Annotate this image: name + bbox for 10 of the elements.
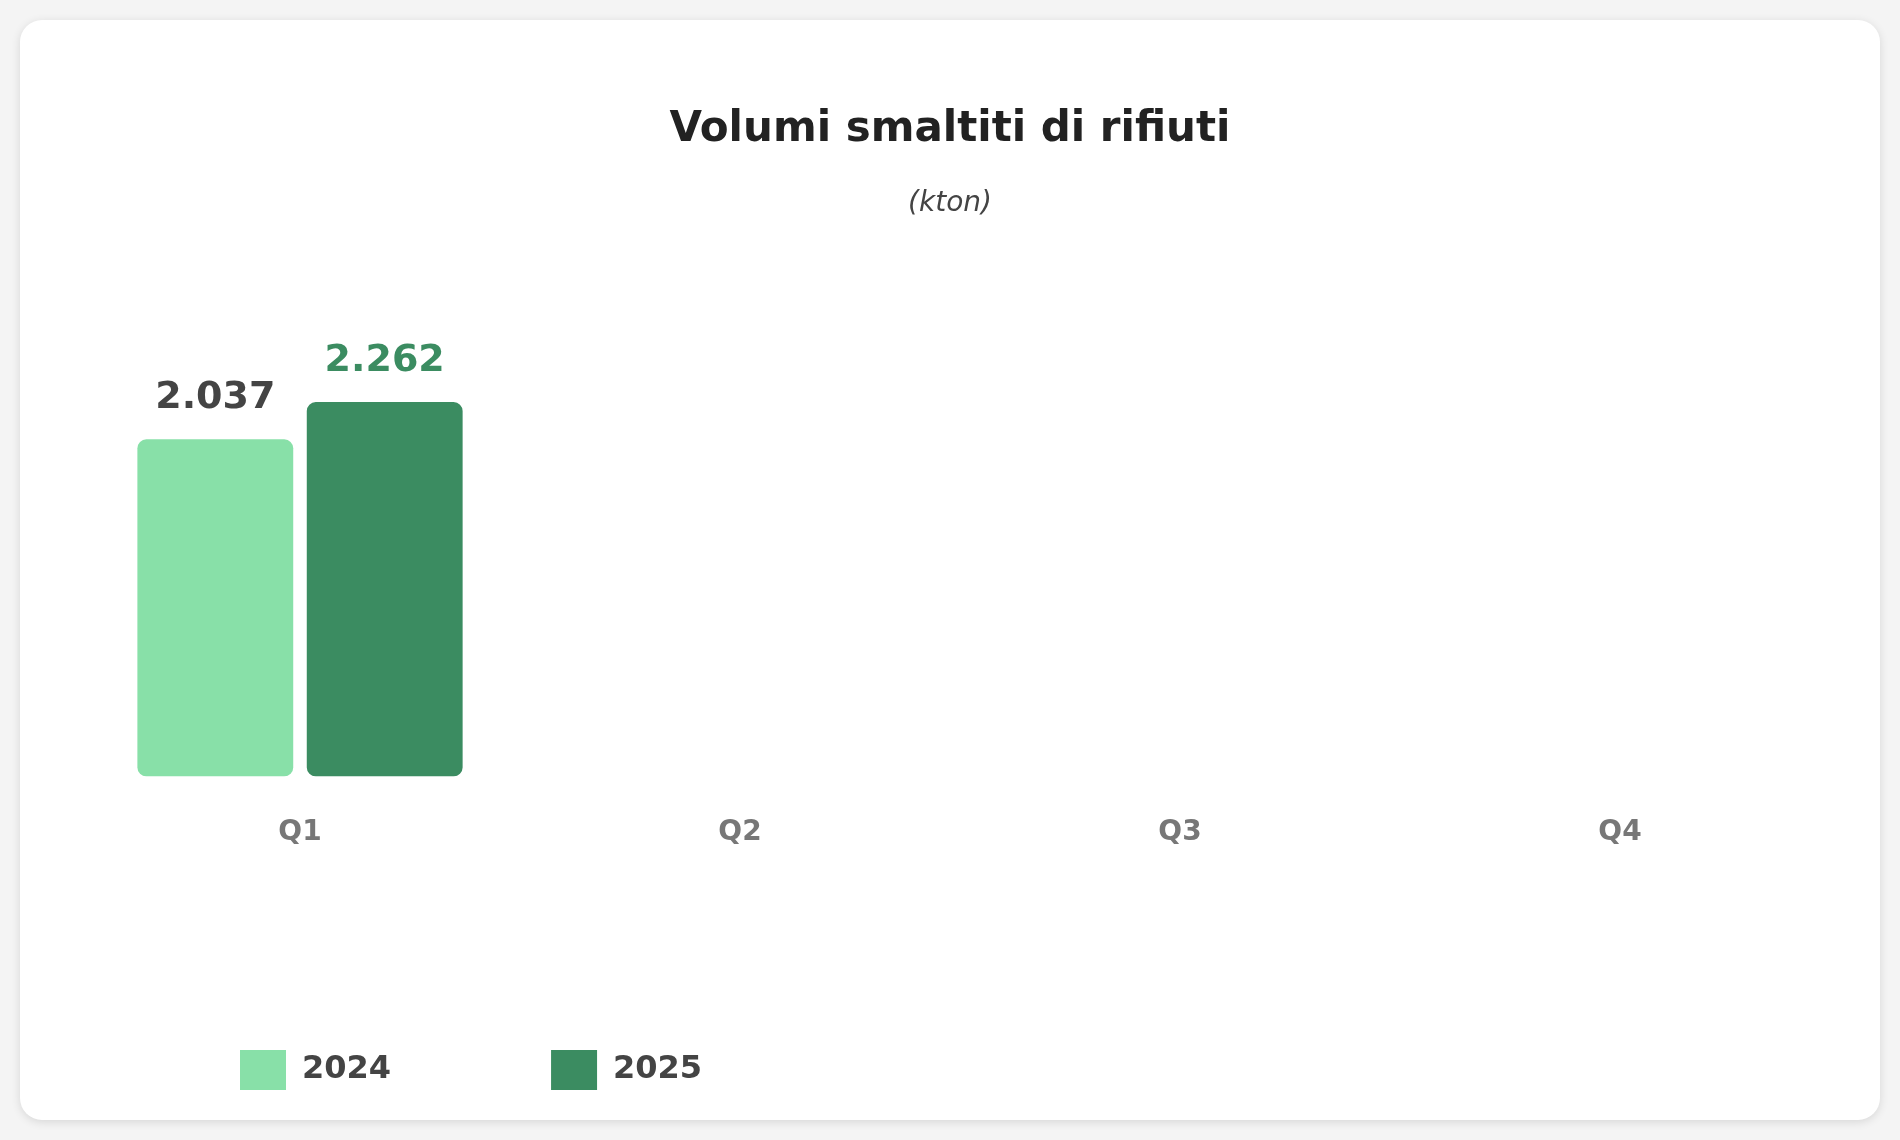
- chart-title: Volumi smaltiti di rifiuti: [668, 102, 1232, 151]
- data-label: 2.262: [324, 335, 445, 380]
- x-tick-label: Q3: [1158, 814, 1202, 848]
- x-tick-label: Q4: [1598, 814, 1642, 848]
- legend-label: 2025: [613, 1048, 703, 1087]
- legend-label: 2024: [302, 1048, 392, 1087]
- data-label: 2.037: [155, 373, 276, 418]
- chart-subtitle: (kton): [907, 185, 993, 218]
- x-tick-label: Q1: [278, 814, 322, 848]
- x-tick-label: Q2: [718, 814, 762, 848]
